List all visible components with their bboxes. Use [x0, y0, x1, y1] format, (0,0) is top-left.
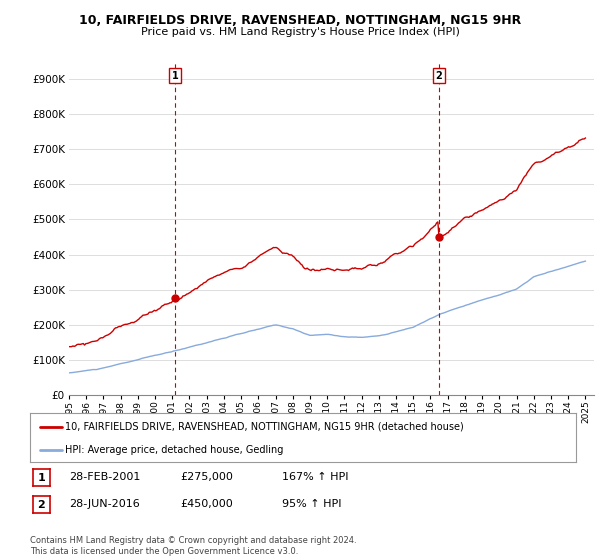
Text: 2: 2 — [38, 500, 45, 510]
Text: 1: 1 — [172, 71, 178, 81]
Text: 2: 2 — [436, 71, 442, 81]
Text: 95% ↑ HPI: 95% ↑ HPI — [282, 499, 341, 509]
Text: 10, FAIRFIELDS DRIVE, RAVENSHEAD, NOTTINGHAM, NG15 9HR: 10, FAIRFIELDS DRIVE, RAVENSHEAD, NOTTIN… — [79, 14, 521, 27]
Text: 167% ↑ HPI: 167% ↑ HPI — [282, 472, 349, 482]
Text: HPI: Average price, detached house, Gedling: HPI: Average price, detached house, Gedl… — [65, 445, 284, 455]
Text: 10, FAIRFIELDS DRIVE, RAVENSHEAD, NOTTINGHAM, NG15 9HR (detached house): 10, FAIRFIELDS DRIVE, RAVENSHEAD, NOTTIN… — [65, 422, 464, 432]
Text: £450,000: £450,000 — [180, 499, 233, 509]
Text: Contains HM Land Registry data © Crown copyright and database right 2024.
This d: Contains HM Land Registry data © Crown c… — [30, 536, 356, 556]
Text: 1: 1 — [38, 473, 45, 483]
Text: £275,000: £275,000 — [180, 472, 233, 482]
Text: 28-JUN-2016: 28-JUN-2016 — [69, 499, 140, 509]
Text: 28-FEB-2001: 28-FEB-2001 — [69, 472, 140, 482]
Text: Price paid vs. HM Land Registry's House Price Index (HPI): Price paid vs. HM Land Registry's House … — [140, 27, 460, 37]
